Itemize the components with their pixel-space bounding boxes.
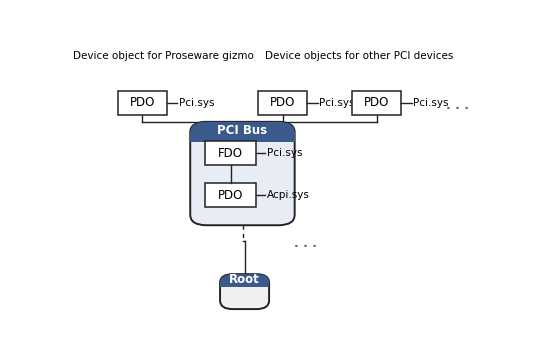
Text: Pci.sys: Pci.sys [267,148,302,158]
FancyBboxPatch shape [220,274,269,287]
Text: Pci.sys: Pci.sys [320,98,355,108]
Text: PDO: PDO [270,97,296,110]
Bar [220,281,269,287]
Bar [258,91,307,115]
Text: . . .: . . . [446,99,469,112]
FancyBboxPatch shape [220,274,269,309]
Bar [205,142,256,165]
Text: Device objects for other PCI devices: Device objects for other PCI devices [265,50,453,61]
Text: Acpi.sys: Acpi.sys [267,190,310,200]
Text: . . .: . . . [294,237,317,250]
Text: Root: Root [229,273,260,286]
Text: Pci.sys: Pci.sys [179,98,214,108]
Text: Device object for Proseware gizmo: Device object for Proseware gizmo [73,50,254,61]
Bar [190,132,295,142]
Text: PDO: PDO [218,189,244,202]
Text: FDO: FDO [218,147,243,160]
Bar [205,183,256,207]
Text: PDO: PDO [364,97,389,110]
FancyBboxPatch shape [190,122,295,142]
Bar [118,91,167,115]
Text: PDO: PDO [130,97,155,110]
FancyBboxPatch shape [190,122,295,225]
Text: Pci.sys: Pci.sys [413,98,449,108]
Text: PCI Bus: PCI Bus [217,125,267,137]
Bar [352,91,402,115]
